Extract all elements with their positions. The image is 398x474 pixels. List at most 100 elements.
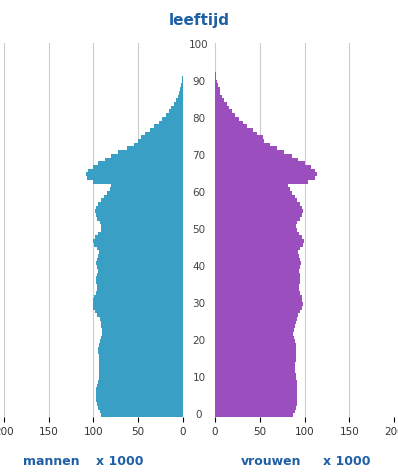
Text: 0: 0 bbox=[196, 410, 202, 420]
Bar bbox=[101, 413, 183, 417]
Bar bbox=[215, 236, 302, 239]
Bar bbox=[101, 199, 183, 202]
Text: mannen: mannen bbox=[23, 455, 80, 467]
Bar bbox=[95, 310, 183, 313]
Bar bbox=[215, 373, 296, 376]
Bar bbox=[101, 228, 183, 232]
Bar bbox=[215, 291, 300, 295]
Bar bbox=[182, 80, 183, 83]
Bar bbox=[215, 310, 300, 313]
Bar bbox=[105, 157, 183, 161]
Bar bbox=[88, 169, 183, 173]
Bar bbox=[86, 173, 183, 176]
Bar bbox=[98, 269, 183, 273]
Bar bbox=[96, 391, 183, 395]
Bar bbox=[171, 106, 183, 109]
Bar bbox=[100, 317, 183, 321]
Bar bbox=[215, 302, 303, 306]
Bar bbox=[104, 195, 183, 199]
Bar bbox=[215, 124, 247, 128]
Bar bbox=[98, 161, 183, 165]
Bar bbox=[145, 132, 183, 136]
Bar bbox=[215, 254, 299, 258]
Bar bbox=[215, 128, 253, 132]
Bar bbox=[101, 336, 183, 339]
Bar bbox=[215, 157, 298, 161]
Bar bbox=[107, 191, 183, 195]
Bar bbox=[215, 143, 270, 146]
Bar bbox=[97, 246, 183, 250]
Bar bbox=[215, 243, 303, 246]
Bar bbox=[215, 165, 311, 169]
Bar bbox=[111, 183, 183, 187]
Text: 100: 100 bbox=[189, 39, 209, 49]
Bar bbox=[215, 120, 243, 124]
Bar bbox=[97, 402, 183, 406]
Text: 60: 60 bbox=[193, 188, 205, 198]
Bar bbox=[215, 339, 295, 343]
Bar bbox=[215, 273, 300, 276]
Bar bbox=[215, 187, 290, 191]
Bar bbox=[97, 265, 183, 269]
Bar bbox=[96, 213, 183, 217]
Bar bbox=[215, 195, 295, 199]
Bar bbox=[215, 295, 302, 299]
Bar bbox=[215, 369, 295, 373]
Bar bbox=[94, 299, 183, 302]
Bar bbox=[215, 299, 302, 302]
Bar bbox=[102, 328, 183, 332]
Bar bbox=[215, 113, 235, 117]
Bar bbox=[215, 261, 301, 265]
Bar bbox=[215, 191, 292, 195]
Bar bbox=[98, 380, 183, 384]
Bar bbox=[99, 362, 183, 365]
Bar bbox=[99, 354, 183, 358]
Bar bbox=[215, 98, 224, 102]
Bar bbox=[215, 117, 239, 120]
Bar bbox=[215, 106, 229, 109]
Bar bbox=[215, 402, 297, 406]
Bar bbox=[180, 87, 183, 91]
Bar bbox=[179, 91, 183, 95]
Bar bbox=[215, 410, 295, 413]
Bar bbox=[154, 124, 183, 128]
Bar bbox=[215, 306, 302, 310]
Bar bbox=[215, 384, 297, 387]
Bar bbox=[215, 346, 296, 350]
Bar bbox=[182, 76, 183, 80]
Bar bbox=[215, 399, 297, 402]
Bar bbox=[215, 91, 220, 95]
Bar bbox=[159, 120, 183, 124]
Bar bbox=[215, 202, 300, 206]
Text: x 1000: x 1000 bbox=[322, 455, 370, 467]
Bar bbox=[176, 98, 183, 102]
Bar bbox=[215, 317, 297, 321]
Bar bbox=[97, 273, 183, 276]
Bar bbox=[215, 80, 217, 83]
Bar bbox=[215, 365, 295, 369]
Bar bbox=[215, 313, 298, 317]
Bar bbox=[215, 161, 305, 165]
Text: 10: 10 bbox=[193, 373, 205, 383]
Bar bbox=[99, 373, 183, 376]
Bar bbox=[215, 395, 297, 399]
Bar bbox=[97, 313, 183, 317]
Bar bbox=[215, 150, 284, 154]
Bar bbox=[215, 258, 300, 261]
Bar bbox=[98, 232, 183, 236]
Bar bbox=[215, 87, 220, 91]
Bar bbox=[99, 343, 183, 346]
Bar bbox=[215, 350, 296, 354]
Bar bbox=[215, 269, 299, 273]
Bar bbox=[98, 406, 183, 410]
Bar bbox=[99, 250, 183, 254]
Text: 30: 30 bbox=[193, 299, 205, 309]
Bar bbox=[215, 169, 315, 173]
Bar bbox=[215, 173, 317, 176]
Text: 70: 70 bbox=[193, 151, 205, 161]
Bar bbox=[166, 113, 183, 117]
Bar bbox=[181, 83, 183, 87]
Bar bbox=[215, 73, 216, 76]
Text: 50: 50 bbox=[193, 225, 205, 235]
Bar bbox=[215, 380, 297, 384]
